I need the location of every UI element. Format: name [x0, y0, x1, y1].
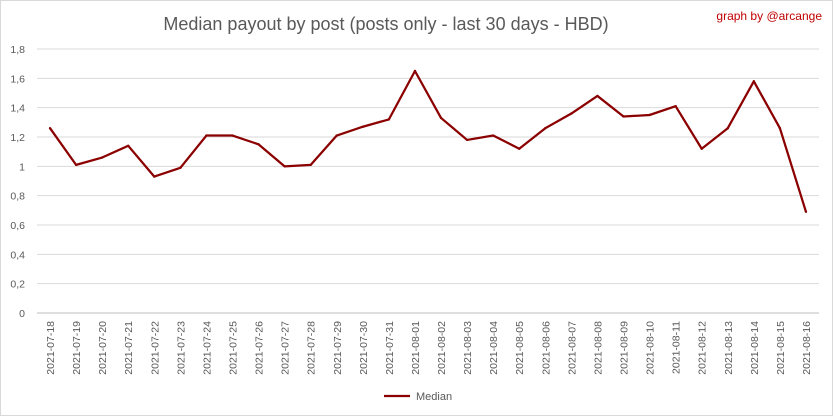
legend-label-median: Median [416, 391, 452, 403]
data-point [283, 165, 286, 168]
data-point [179, 166, 182, 169]
x-tick-label: 2021-07-26 [254, 321, 266, 375]
data-point [100, 156, 104, 159]
series-lines [48, 69, 808, 213]
x-tick-label: 2021-08-04 [488, 321, 500, 375]
x-tick-label: 2021-07-19 [71, 321, 83, 375]
data-point [361, 125, 365, 128]
x-tick-label: 2021-07-31 [384, 321, 396, 375]
x-tick-label: 2021-08-05 [514, 321, 526, 375]
x-tick-label: 2021-08-02 [436, 321, 448, 375]
x-tick-label: 2021-07-23 [175, 321, 187, 375]
data-point [309, 163, 312, 167]
x-tick-label: 2021-07-21 [123, 321, 135, 375]
x-tick-label: 2021-08-07 [566, 321, 578, 375]
x-tick-label: 2021-08-11 [671, 321, 683, 374]
data-point [257, 143, 260, 146]
x-tick-label: 2021-08-12 [697, 321, 709, 375]
data-point [465, 138, 469, 142]
data-point [700, 147, 703, 150]
data-point [570, 112, 573, 115]
x-tick-label: 2021-08-08 [592, 321, 604, 375]
data-point [726, 127, 729, 130]
chart-title: Median payout by post (posts only - last… [163, 14, 608, 34]
x-tick-label: 2021-07-24 [201, 321, 213, 375]
x-tick-label: 2021-08-03 [462, 321, 474, 375]
x-tick-label: 2021-08-01 [410, 321, 422, 375]
data-point [439, 116, 443, 120]
y-tick-label: 0,2 [10, 279, 25, 291]
legend: Median [384, 391, 452, 403]
y-tick-label: 1,4 [10, 103, 25, 115]
y-tick-label: 0,8 [10, 191, 25, 203]
y-tick-label: 0 [19, 308, 25, 320]
x-tick-label: 2021-08-16 [801, 321, 813, 375]
data-point [752, 80, 756, 83]
y-tick-label: 1,6 [10, 73, 25, 85]
y-tick-label: 1,2 [10, 132, 25, 144]
data-point [413, 69, 417, 73]
x-tick-label: 2021-07-20 [97, 321, 109, 375]
x-tick-label: 2021-07-29 [332, 321, 344, 375]
x-tick-label: 2021-08-14 [749, 321, 761, 375]
data-point [622, 115, 625, 118]
data-point [804, 210, 808, 213]
data-point [127, 144, 130, 147]
data-point [544, 127, 547, 130]
data-point [48, 127, 52, 130]
data-point [335, 134, 338, 137]
x-tick-label: 2021-08-10 [645, 321, 657, 375]
x-tick-label: 2021-07-30 [358, 321, 370, 375]
x-axis-ticks: 2021-07-18 2021-07-19 2021-07-20 2021-07-21… [45, 321, 813, 375]
x-tick-label: 2021-08-15 [775, 321, 787, 375]
x-tick-label: 2021-08-13 [723, 321, 735, 375]
series-line-median [49, 69, 808, 213]
x-tick-label: 2021-07-18 [45, 321, 57, 375]
chart-credit: graph by @arcange [716, 9, 822, 23]
y-tick-label: 1,8 [10, 44, 25, 56]
y-tick-label: 1 [19, 161, 25, 173]
data-point [231, 134, 234, 137]
x-tick-label: 2021-07-22 [149, 321, 161, 375]
y-axis-ticks: 0 0,2 0,4 0,6 0,8 1 1,2 1,4 1,6 1,8 [10, 44, 25, 320]
data-point [491, 134, 495, 137]
data-point [596, 94, 599, 98]
data-point [74, 163, 78, 167]
data-point [778, 127, 782, 130]
x-tick-label: 2021-07-25 [228, 321, 240, 375]
data-point [205, 134, 208, 137]
data-point [518, 147, 521, 150]
x-tick-label: 2021-07-28 [306, 321, 318, 375]
y-tick-label: 0,6 [10, 220, 25, 232]
x-tick-label: 2021-08-06 [540, 321, 552, 375]
x-tick-label: 2021-08-09 [619, 321, 631, 375]
gridlines [37, 48, 819, 314]
data-point [387, 118, 391, 121]
data-point [153, 175, 156, 178]
y-tick-label: 0,4 [10, 249, 25, 261]
data-point [674, 105, 677, 108]
data-point [648, 113, 651, 117]
x-tick-label: 2021-07-27 [280, 321, 292, 375]
